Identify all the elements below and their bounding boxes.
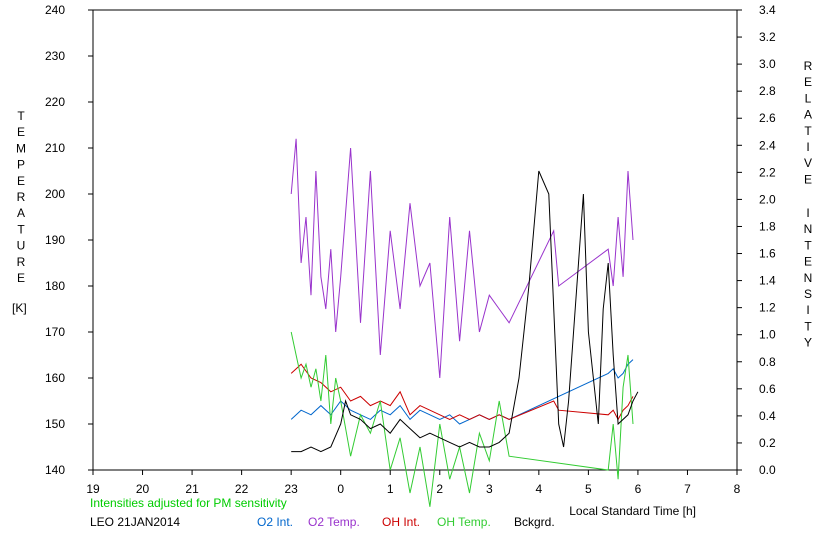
right-tick-label: 2.0 (759, 192, 776, 206)
right-axis-letter: T (804, 319, 812, 333)
left-tick-label: 150 (45, 417, 65, 431)
right-axis-letter: I (806, 303, 809, 317)
right-axis-letter: E (804, 172, 812, 186)
right-tick-label: 1.8 (759, 219, 776, 233)
right-axis-letter: N (804, 222, 813, 236)
right-axis-letter: R (804, 59, 813, 73)
series-line-o2temp (290, 138, 634, 379)
legend-entry-ohint: OH Int. (382, 515, 420, 529)
right-axis-letter: N (804, 271, 813, 285)
right-axis-letter: E (804, 255, 812, 269)
legend: O2 Int. O2 Temp. OH Int. OH Temp. Bckgrd. (257, 515, 555, 529)
legend-entry-bkg: Bckgrd. (514, 515, 555, 529)
x-tick-label: 5 (585, 482, 592, 496)
left-axis-letter: E (17, 125, 25, 139)
station-label: LEO 21JAN2014 (90, 515, 180, 529)
x-tick-label: 7 (684, 482, 691, 496)
left-axis-letter: T (17, 222, 25, 236)
x-tick-label: 23 (284, 482, 298, 496)
x-axis-label: Local Standard Time [h] (569, 504, 696, 518)
series-line-ohtemp (290, 331, 634, 507)
x-tick-label: 1 (387, 482, 394, 496)
x-tick-label: 21 (185, 482, 199, 496)
legend-entry-o2int: O2 Int. (257, 515, 293, 529)
right-axis-letter: E (804, 75, 812, 89)
right-tick-label: 2.8 (759, 84, 776, 98)
right-tick-label: 3.2 (759, 30, 776, 44)
left-axis-unit: [K] (12, 301, 27, 315)
left-axis-letter: T (17, 109, 25, 123)
right-axis-letter: L (805, 91, 812, 105)
x-tick-label: 6 (635, 482, 642, 496)
left-axis-letter: R (17, 190, 26, 204)
right-axis-letter: Y (804, 336, 812, 350)
right-tick-label: 0.0 (759, 463, 776, 477)
left-tick-label: 180 (45, 279, 65, 293)
right-tick-label: 1.4 (759, 274, 776, 288)
x-axis: 19 20 21 22 23 0 1 2 3 4 5 6 7 8 (86, 470, 741, 496)
right-axis-letter: S (804, 287, 812, 301)
right-tick-label: 3.0 (759, 57, 776, 71)
right-tick-label: 0.6 (759, 382, 776, 396)
left-axis-letter: E (17, 271, 25, 285)
left-axis-letter: P (17, 158, 25, 172)
right-tick-label: 2.4 (759, 138, 776, 152)
left-tick-label: 190 (45, 233, 65, 247)
right-tick-label: 1.2 (759, 301, 776, 315)
left-axis-letter: E (17, 174, 25, 188)
series-line-bkg (291, 170, 639, 453)
right-tick-label: 2.2 (759, 165, 776, 179)
right-axis-letter: A (804, 108, 812, 122)
sensitivity-note: Intensities adjusted for PM sensitivity (90, 496, 287, 510)
right-tick-label: 2.6 (759, 111, 776, 125)
x-tick-label: 3 (486, 482, 493, 496)
x-tick-label: 0 (337, 482, 344, 496)
legend-entry-o2temp: O2 Temp. (308, 515, 360, 529)
left-tick-label: 170 (45, 325, 65, 339)
left-axis-letter: A (17, 206, 25, 220)
x-tick-label: 20 (136, 482, 150, 496)
series-line-ohint (290, 363, 634, 421)
x-tick-label: 8 (734, 482, 741, 496)
left-axis-letter: U (17, 239, 26, 253)
right-tick-label: 0.4 (759, 409, 776, 423)
series-layer (290, 138, 639, 507)
right-tick-label: 1.6 (759, 247, 776, 261)
left-tick-label: 210 (45, 141, 65, 155)
left-tick-label: 160 (45, 371, 65, 385)
x-tick-label: 22 (235, 482, 249, 496)
right-axis-letter: T (804, 238, 812, 252)
series-line-o2int (290, 359, 634, 425)
left-tick-label: 230 (45, 49, 65, 63)
right-tick-label: 0.8 (759, 355, 776, 369)
right-axis-letter: I (806, 206, 809, 220)
left-tick-label: 220 (45, 95, 65, 109)
left-axis: 240 230 220 210 200 190 180 170 160 150 140 (45, 3, 93, 477)
plot-frame (92, 9, 738, 471)
right-tick-label: 1.0 (759, 328, 776, 342)
x-tick-label: 19 (86, 482, 100, 496)
right-tick-label: 3.4 (759, 3, 776, 17)
right-axis-letter: T (804, 124, 812, 138)
right-axis: 3.4 3.2 3.0 2.8 2.6 2.4 2.2 2.0 1.8 1.6 1.4 1.2 1.0 0… (737, 3, 776, 477)
left-axis-letter: R (17, 255, 26, 269)
left-tick-label: 200 (45, 187, 65, 201)
right-axis-letter: V (804, 156, 812, 170)
right-tick-label: 0.2 (759, 436, 776, 450)
left-axis-letter: M (16, 141, 26, 155)
left-tick-label: 240 (45, 3, 65, 17)
right-axis-letter: I (806, 140, 809, 154)
left-tick-label: 140 (45, 463, 65, 477)
x-tick-label: 2 (436, 482, 443, 496)
x-tick-label: 4 (536, 482, 543, 496)
legend-entry-ohtemp: OH Temp. (437, 515, 491, 529)
